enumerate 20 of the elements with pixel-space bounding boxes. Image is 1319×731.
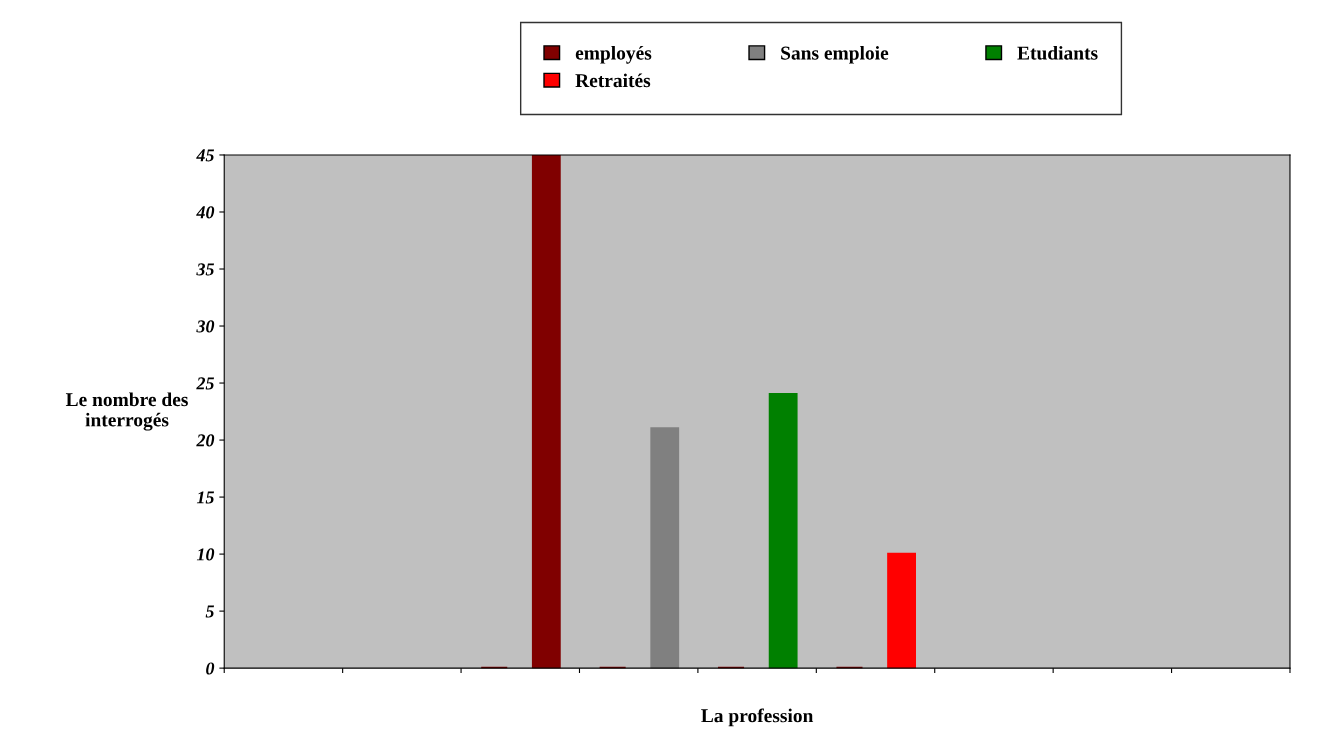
legend-label: Etudiants <box>1017 45 1098 60</box>
bar <box>887 552 916 669</box>
y-tick-label: 45 <box>196 149 215 162</box>
y-tick-label: 10 <box>196 548 215 561</box>
y-tick-label: 5 <box>205 605 215 618</box>
bar <box>768 393 798 669</box>
y-tick-label: 40 <box>196 206 215 219</box>
legend-label: employés <box>575 45 652 64</box>
legend-label: Sans emploie <box>781 45 889 64</box>
y-tick-label: 25 <box>196 377 215 390</box>
bar <box>531 154 561 669</box>
bar <box>650 427 680 669</box>
y-axis-title: Le nombre des interrogés <box>65 392 188 431</box>
legend-label: Retraités <box>575 73 651 88</box>
y-tick-label: 0 <box>206 662 215 675</box>
y-tick-label: 20 <box>196 434 215 447</box>
y-tick-label: 30 <box>196 320 215 333</box>
y-tick-label: 15 <box>196 491 215 504</box>
y-tick-label: 35 <box>196 263 215 276</box>
x-axis-title: La profession <box>701 708 814 727</box>
